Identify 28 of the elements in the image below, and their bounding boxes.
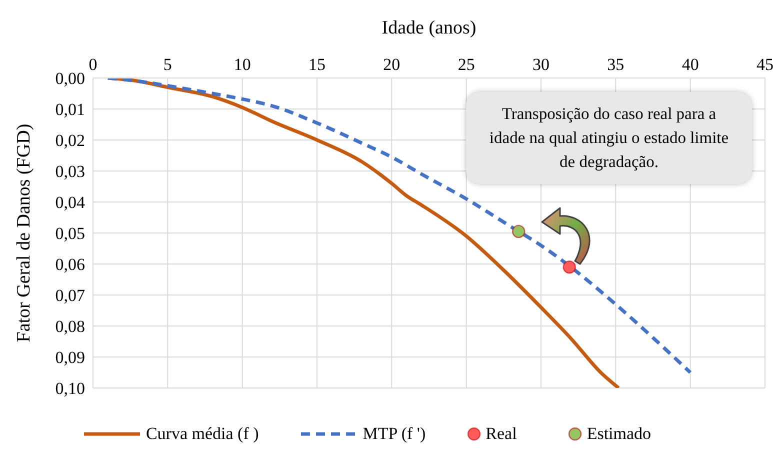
legend-label: Estimado xyxy=(586,424,652,444)
y-tick-label: 0,04 xyxy=(55,193,86,212)
y-tick-label: 0,10 xyxy=(55,379,85,398)
x-tick-label: 5 xyxy=(163,55,172,74)
x-tick-label: 10 xyxy=(234,55,251,74)
y-tick-label: 0,00 xyxy=(55,69,85,88)
y-tick-label: 0,08 xyxy=(55,317,85,336)
y-tick-label: 0,03 xyxy=(55,162,85,182)
legend-label: MTP (f ') xyxy=(362,424,426,444)
y-tick-label: 0,01 xyxy=(55,100,85,120)
y-axis-title: Fator Geral de Danos (FGD) xyxy=(14,124,35,342)
x-tick-label: 30 xyxy=(532,55,550,74)
y-tick-label: 0,05 xyxy=(55,224,85,244)
x-tick-label: 25 xyxy=(458,55,475,74)
x-tick-label: 35 xyxy=(607,55,624,74)
annotation: Transposição do caso real para a idade na qual atingiu o estado limite de degradação. xyxy=(466,92,752,184)
y-tick-label: 0,02 xyxy=(55,131,85,150)
x-tick-label: 40 xyxy=(682,55,699,74)
legend-label: Real xyxy=(484,424,517,444)
x-tick-label: 15 xyxy=(308,55,326,74)
legend-label: Curva média (f ) xyxy=(144,424,259,444)
x-tick-label: 0 xyxy=(88,55,98,74)
y-tick-label: 0,07 xyxy=(55,286,86,306)
y-tick-label: 0,09 xyxy=(55,348,85,368)
x-axis-title: Idade (anos) xyxy=(382,17,476,38)
y-tick-label: 0,06 xyxy=(55,255,85,274)
x-tick-label: 45 xyxy=(756,55,773,74)
x-tick-label: 20 xyxy=(383,55,400,74)
